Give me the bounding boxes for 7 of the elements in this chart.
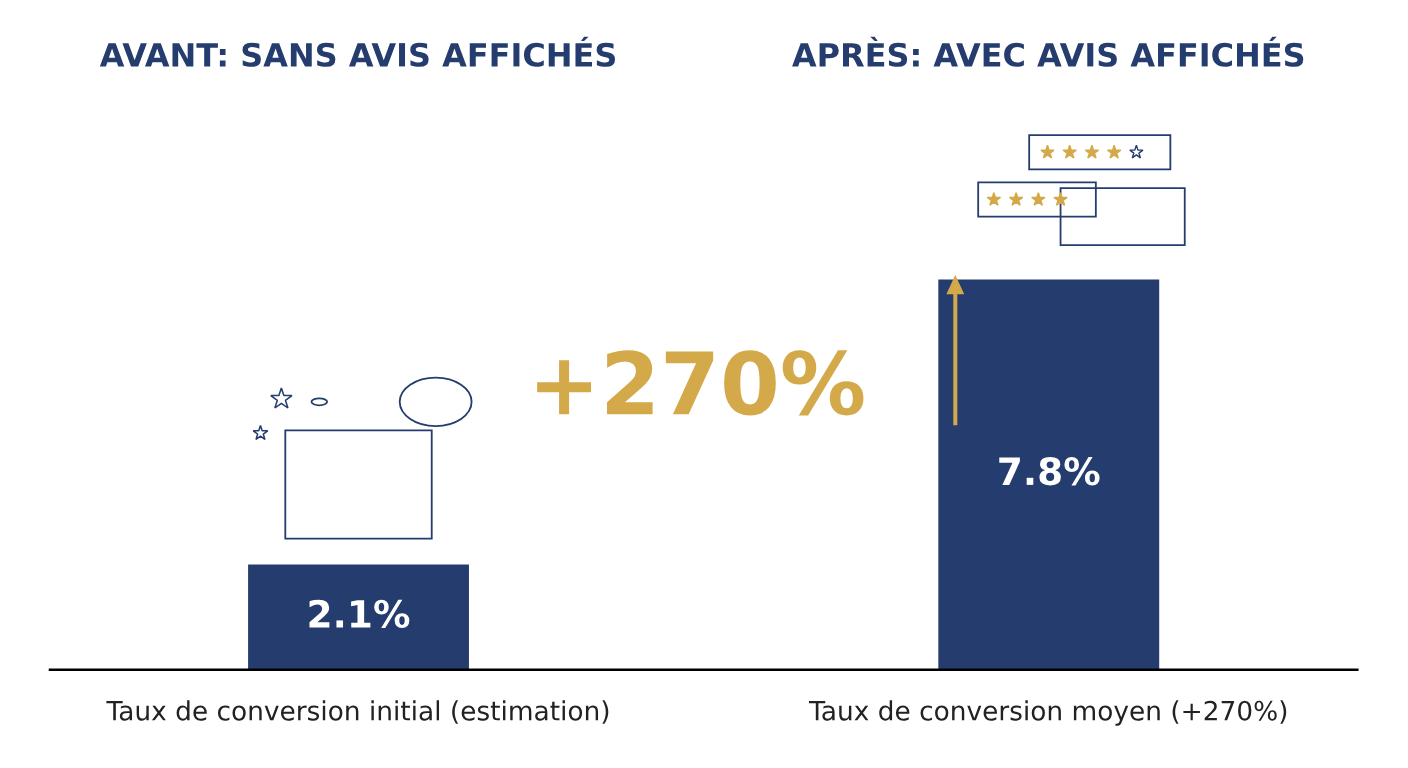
x-tick-label: Taux de conversion moyen (+270%) <box>808 700 1287 726</box>
annotation: +270% <box>537 350 864 416</box>
data-label: 7.8% <box>999 457 1100 486</box>
data-label: 2.1% <box>309 599 410 629</box>
text: APRÈS: AVEC AVIS AFFICHÉS <box>792 36 1304 67</box>
x-tick-label: Taux de conversion initial (estimation) <box>106 700 609 724</box>
text: AVANT: SANS AVIS AFFICHÉS <box>99 36 616 67</box>
